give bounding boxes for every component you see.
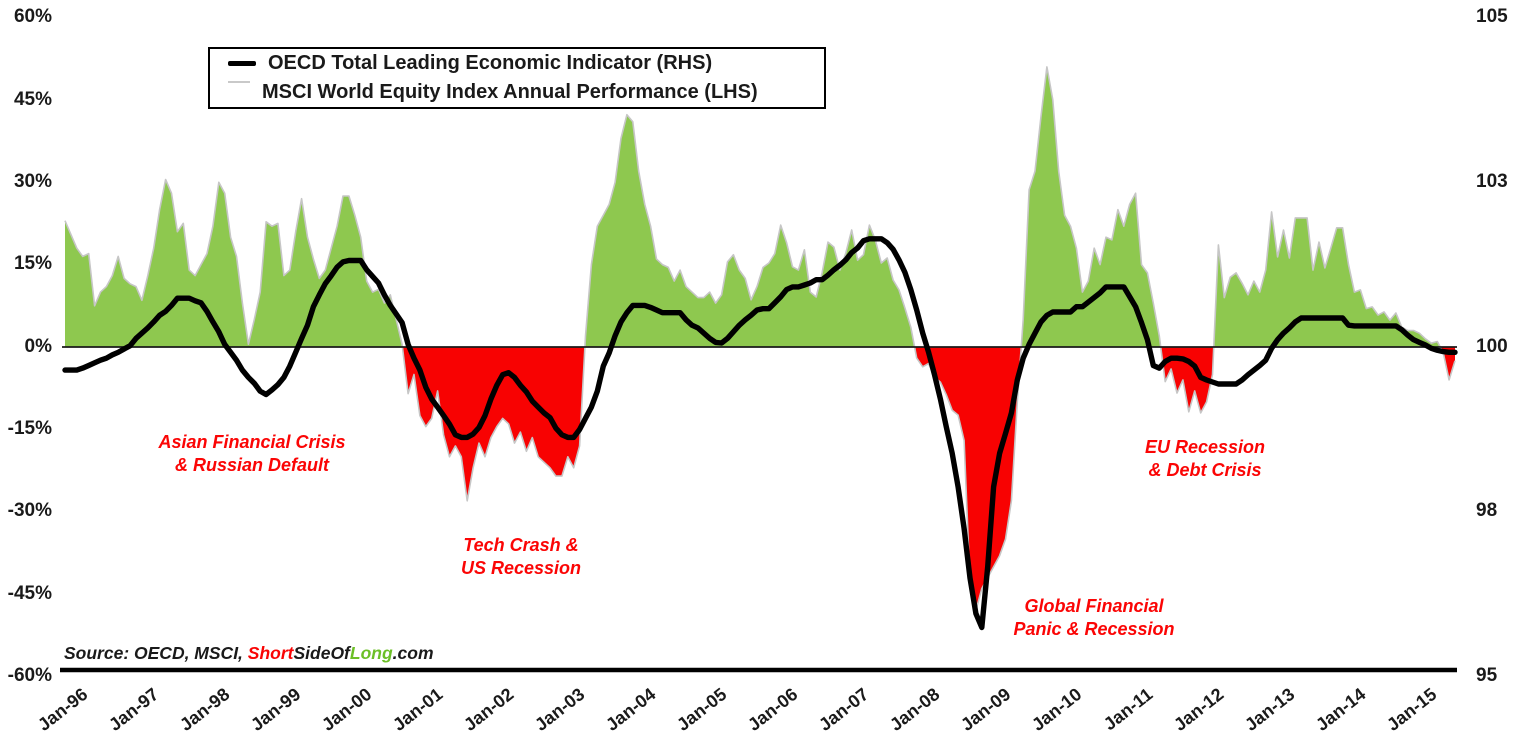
legend: OECD Total Leading Economic Indicator (R…	[208, 47, 826, 109]
annotation-line: Asian Financial Crisis	[158, 432, 346, 452]
right-axis-tick: 98	[1476, 500, 1498, 521]
source-brand-sideof: SideOf	[293, 643, 350, 663]
annotation-line: & Debt Crisis	[1148, 460, 1262, 480]
right-axis-tick: 105	[1476, 6, 1508, 27]
annotation-line: Panic & Recession	[1013, 619, 1175, 639]
source-brand-short: Short	[247, 643, 294, 663]
annotation-line: EU Recession	[1144, 437, 1266, 457]
source-brand-long: Long	[349, 643, 393, 663]
annotation-gfc: Global Financial Panic & Recession	[1013, 595, 1174, 641]
oecd-line	[62, 236, 1458, 631]
left-axis-tick: -60%	[7, 665, 52, 686]
right-axis-tick: 95	[1476, 665, 1498, 686]
annotation-eu-recession: EU Recession & Debt Crisis	[1145, 436, 1265, 482]
annotation-asian-crisis: Asian Financial Crisis & Russian Default	[158, 431, 345, 477]
left-axis-tick: 60%	[13, 6, 52, 27]
source-brand-com: .com	[392, 643, 434, 663]
left-axis-tick: 45%	[13, 89, 52, 110]
legend-item-msci: MSCI World Equity Index Annual Performan…	[228, 80, 824, 106]
left-axis-tick: 0%	[24, 336, 52, 357]
source-credit: Source: OECD, MSCI, ShortSideOfLong.com	[64, 643, 434, 664]
left-axis-tick: 15%	[13, 253, 52, 274]
right-axis-tick: 103	[1476, 171, 1508, 192]
legend-item-oecd: OECD Total Leading Economic Indicator (R…	[228, 51, 824, 77]
source-text: Source: OECD, MSCI,	[64, 643, 248, 663]
annotation-tech-crash: Tech Crash & US Recession	[461, 534, 581, 580]
msci-area-edge	[64, 66, 1456, 612]
annotation-line: & Russian Default	[174, 455, 330, 475]
area-swatch-icon	[228, 81, 250, 104]
left-axis-tick: -15%	[7, 418, 52, 439]
msci-area-positive	[65, 66, 1455, 347]
left-axis-tick: 30%	[13, 171, 52, 192]
line-swatch-icon	[228, 61, 256, 66]
annotation-line: Global Financial	[1024, 596, 1164, 616]
legend-label: OECD Total Leading Economic Indicator (R…	[268, 52, 713, 74]
left-axis-tick: -45%	[7, 583, 52, 604]
right-axis-tick: 100	[1476, 336, 1508, 357]
legend-label: MSCI World Equity Index Annual Performan…	[262, 81, 758, 103]
annotation-line: Tech Crash &	[463, 535, 579, 555]
left-axis-tick: -30%	[7, 500, 52, 521]
annotation-line: US Recession	[460, 558, 582, 578]
